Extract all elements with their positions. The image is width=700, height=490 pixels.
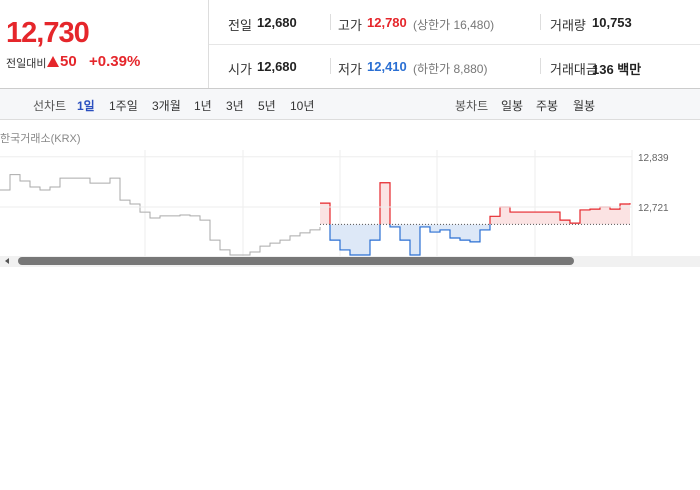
price-area bbox=[320, 182, 630, 225]
tab[interactable]: 일봉 bbox=[501, 99, 524, 113]
price-side bbox=[329, 224, 491, 256]
tab[interactable]: 3년 bbox=[226, 99, 244, 113]
price-side bbox=[320, 182, 631, 225]
price-line bbox=[0, 174, 321, 256]
divider bbox=[330, 14, 331, 30]
quote-value: 10,753 bbox=[592, 15, 632, 30]
tab-label: 봉차트 bbox=[455, 99, 489, 113]
scroll-thumb[interactable] bbox=[18, 257, 574, 265]
change-rate: +0.39% bbox=[89, 53, 141, 70]
quote-value: 12,780 bbox=[367, 15, 407, 30]
quote-label: 거래량 bbox=[550, 18, 586, 33]
change-label: 전일대비 bbox=[6, 58, 47, 70]
tab[interactable]: 월봉 bbox=[573, 99, 596, 113]
quote-label: 저가 bbox=[338, 62, 362, 77]
plot-area bbox=[0, 174, 632, 256]
tab[interactable]: 1주일 bbox=[109, 99, 138, 113]
tab-label: 선차트 bbox=[33, 99, 67, 113]
quote-value: 136 백만 bbox=[592, 62, 642, 77]
scroll-left[interactable] bbox=[5, 258, 9, 264]
divider bbox=[540, 58, 541, 74]
price-line bbox=[329, 224, 491, 256]
source: 한국거래소(KRX) bbox=[0, 133, 81, 145]
divider bbox=[209, 44, 700, 45]
divider bbox=[540, 14, 541, 30]
current-price: 12,730 bbox=[6, 17, 90, 49]
divider bbox=[208, 0, 209, 88]
divider bbox=[330, 58, 331, 74]
tab-bar bbox=[0, 89, 700, 120]
quote-limit: (하한가 8,880) bbox=[413, 62, 488, 76]
price-line bbox=[320, 182, 631, 225]
quote-label: 거래대금 bbox=[550, 62, 598, 77]
y-tick-label: 12,721 bbox=[638, 203, 669, 214]
quote-value: 12,410 bbox=[367, 59, 407, 74]
y-tick-label: 12,839 bbox=[638, 153, 669, 164]
quote-value: 12,680 bbox=[257, 59, 297, 74]
up-icon bbox=[47, 56, 59, 67]
quote-label: 시가 bbox=[228, 62, 252, 77]
tab[interactable]: 1일 bbox=[77, 99, 95, 113]
tab[interactable]: 주봉 bbox=[536, 99, 559, 113]
quote-value: 12,680 bbox=[257, 15, 297, 30]
quote-label: 전일 bbox=[228, 18, 252, 33]
chart: 12,839 12,721 bbox=[0, 150, 700, 267]
change: 50 bbox=[60, 53, 77, 70]
tab[interactable]: 10년 bbox=[290, 99, 315, 113]
tab[interactable]: 3개월 bbox=[152, 99, 181, 113]
quote-limit: (상한가 16,480) bbox=[413, 18, 495, 32]
quote-label: 고가 bbox=[338, 18, 362, 33]
vgrid bbox=[144, 150, 633, 256]
tab[interactable]: 5년 bbox=[258, 99, 276, 113]
quote-panel bbox=[0, 0, 700, 89]
tab[interactable]: 1년 bbox=[194, 99, 212, 113]
